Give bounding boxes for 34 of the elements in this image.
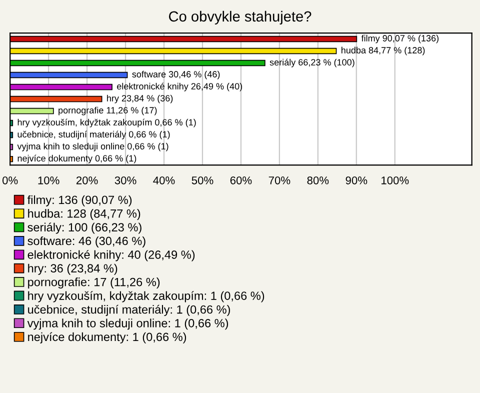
data-label: učebnice, studijní materiály 0,66 % (1)	[18, 130, 170, 140]
x-tick-label: 20%	[76, 176, 98, 184]
legend-label: pornografie: 17 (11,26 %)	[28, 278, 160, 289]
data-label: nejvíce dokumenty 0,66 % (1)	[18, 154, 136, 164]
data-label: seriály 66,23 % (100)	[270, 58, 354, 68]
data-label: hry 23,84 % (36)	[107, 94, 173, 104]
data-label: software 30,46 % (46)	[132, 70, 220, 80]
x-tick-label: 70%	[268, 176, 290, 184]
data-label: hry vyzkouším, kdyžtak zakoupím 0,66 % (1)	[18, 118, 196, 128]
data-label: vyjma knih to sleduji online 0,66 % (1)	[17, 142, 168, 152]
x-tick-label: 10%	[38, 176, 60, 184]
x-tick-label: 40%	[153, 176, 175, 184]
legend-label: nejvíce dokumenty: 1 (0,66 %)	[28, 332, 186, 344]
x-tick-label: 0%	[2, 176, 18, 184]
x-tick-label: 80%	[307, 176, 329, 184]
legend-label: hudba: 128 (84,77 %)	[28, 209, 140, 220]
legend-label: učebnice, studijní materiály: 1 (0,66 %)	[28, 304, 230, 316]
legend-label: vyjma knih to sleduji online: 1 (0,66 %)	[27, 318, 228, 330]
x-tick-label: 30%	[114, 176, 136, 184]
legend-label: software: 46 (30,46 %)	[28, 236, 146, 248]
legend-label: filmy: 136 (90,07 %)	[27, 195, 132, 206]
x-tick-label: 60%	[230, 176, 252, 184]
data-label: elektronické knihy 26,49 % (40)	[117, 82, 242, 92]
data-label: pornografie 11,26 % (17)	[58, 106, 157, 116]
legend-label: seriály: 100 (66,23 %)	[28, 222, 142, 234]
x-tick-label: 100%	[382, 176, 409, 184]
legend-label: hry vyzkouším, kdyžtak zakoupím: 1 (0,66 %)	[28, 291, 264, 302]
legend-label: hry: 36 (23,84 %)	[28, 264, 118, 275]
data-label: filmy 90,07 % (136)	[361, 34, 438, 44]
chart-title: Co obvykle stahujete?	[169, 10, 312, 24]
x-tick-label: 90%	[346, 176, 368, 184]
x-tick-label: 50%	[192, 176, 214, 184]
data-label: hudba 84,77 % (128)	[342, 46, 425, 56]
legend-label: elektronické knihy: 40 (26,49 %)	[28, 250, 195, 262]
